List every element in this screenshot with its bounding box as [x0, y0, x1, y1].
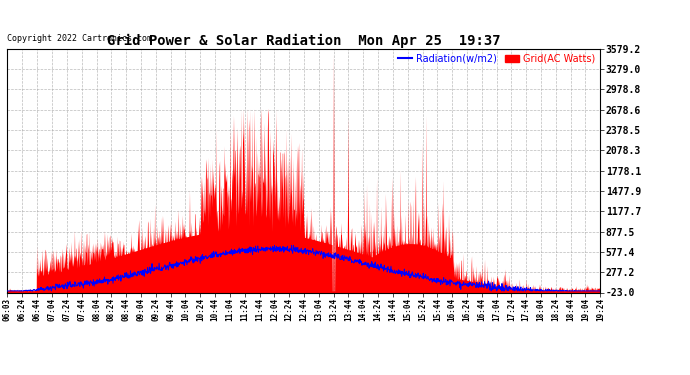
- Text: Copyright 2022 Cartronics.com: Copyright 2022 Cartronics.com: [7, 34, 152, 43]
- Legend: Radiation(w/m2), Grid(AC Watts): Radiation(w/m2), Grid(AC Watts): [397, 54, 595, 64]
- Title: Grid Power & Solar Radiation  Mon Apr 25  19:37: Grid Power & Solar Radiation Mon Apr 25 …: [107, 33, 500, 48]
